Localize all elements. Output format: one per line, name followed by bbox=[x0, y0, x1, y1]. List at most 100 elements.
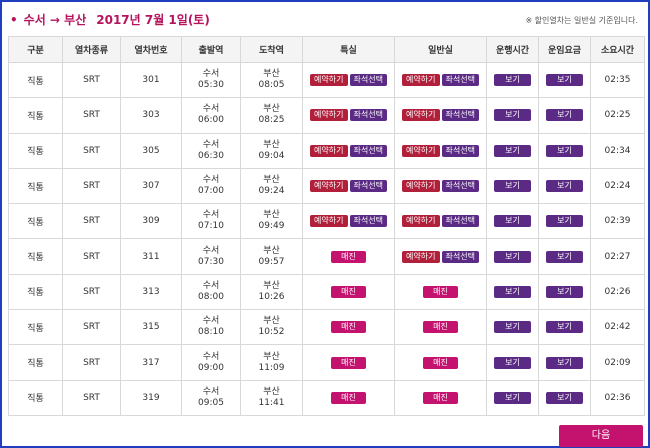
departure: 수서 09:00 bbox=[181, 344, 241, 381]
departure-time: 08:10 bbox=[198, 327, 224, 338]
train-number-cell: 303 bbox=[120, 97, 182, 134]
train-type-cell: SRT bbox=[62, 167, 121, 205]
arrival: 부산 09:49 bbox=[240, 203, 303, 240]
schedule-view-button[interactable]: 보기 bbox=[494, 180, 531, 193]
reserve-button[interactable]: 예약하기 bbox=[402, 215, 440, 228]
sold-out-badge: 매진 bbox=[331, 285, 366, 298]
reserve-button[interactable]: 예약하기 bbox=[310, 109, 348, 122]
reserve-button[interactable]: 예약하기 bbox=[402, 109, 440, 122]
reserve-button[interactable]: 예약하기 bbox=[402, 144, 440, 157]
seat-select-button[interactable]: 좌석선택 bbox=[441, 215, 479, 228]
column-header: 일반실 bbox=[394, 36, 487, 63]
first-class-cell: 예약하기 좌석선택 bbox=[302, 61, 395, 99]
sold-out-badge: 매진 bbox=[423, 356, 458, 369]
arrival: 부산 09:24 bbox=[240, 167, 303, 205]
train-number-cell: 319 bbox=[120, 379, 182, 416]
schedule-cell: 보기 bbox=[486, 132, 539, 169]
reserve-button[interactable]: 예약하기 bbox=[402, 74, 440, 87]
next-button[interactable]: 다음 bbox=[559, 425, 643, 447]
fare-view-button[interactable]: 보기 bbox=[546, 144, 583, 157]
train-type-cell: SRT bbox=[62, 203, 121, 240]
train-type-cell: SRT bbox=[62, 132, 121, 169]
schedule-view-button[interactable]: 보기 bbox=[494, 391, 531, 404]
sold-out-badge: 매진 bbox=[331, 321, 366, 334]
departure-time: 06:30 bbox=[198, 150, 224, 161]
column-header: 열차번호 bbox=[120, 36, 182, 63]
duration-cell: 02:26 bbox=[590, 273, 645, 311]
arrival-time: 11:41 bbox=[258, 397, 285, 408]
bullet-icon: • bbox=[10, 13, 18, 27]
fare-view-button[interactable]: 보기 bbox=[546, 250, 583, 263]
arrival: 부산 09:57 bbox=[240, 238, 303, 275]
header: • 수서 → 부산 2017년 7월 1일(토) ※ 할인열차는 일반실 기준입니다… bbox=[8, 8, 642, 32]
seat-select-button[interactable]: 좌석선택 bbox=[441, 180, 479, 193]
reserve-button[interactable]: 예약하기 bbox=[310, 74, 348, 87]
first-class-cell: 매진 bbox=[302, 344, 395, 381]
fare-view-button[interactable]: 보기 bbox=[546, 356, 583, 369]
departure-station: 수서 bbox=[202, 139, 220, 150]
reserve-button[interactable]: 예약하기 bbox=[310, 144, 348, 157]
seat-select-button[interactable]: 좌석선택 bbox=[441, 250, 479, 263]
reserve-button[interactable]: 예약하기 bbox=[402, 180, 440, 193]
fare-view-button[interactable]: 보기 bbox=[546, 391, 583, 404]
train-number-cell: 307 bbox=[120, 167, 182, 205]
arrival-time: 11:09 bbox=[258, 362, 285, 373]
category-cell: 직통 bbox=[8, 238, 63, 275]
fare-view-button[interactable]: 보기 bbox=[546, 321, 583, 334]
duration-cell: 02:39 bbox=[590, 203, 645, 240]
schedule-view-button[interactable]: 보기 bbox=[494, 109, 531, 122]
schedule-view-button[interactable]: 보기 bbox=[494, 144, 531, 157]
schedule-view-button[interactable]: 보기 bbox=[494, 321, 531, 334]
duration-cell: 02:36 bbox=[590, 379, 645, 416]
table-row: 직통 SRT 311 수서 07:30 부산 09:57 매진 예약하기 좌석선택 보기 보기 02:2… bbox=[8, 238, 645, 275]
schedule-view-button[interactable]: 보기 bbox=[494, 74, 531, 87]
departure: 수서 08:10 bbox=[181, 309, 241, 346]
sold-out-badge: 매진 bbox=[331, 356, 366, 369]
standard-class-cell: 예약하기 좌석선택 bbox=[394, 97, 487, 134]
category-cell: 직통 bbox=[8, 97, 63, 134]
arrival-time: 10:26 bbox=[258, 291, 285, 302]
schedule-view-button[interactable]: 보기 bbox=[494, 356, 531, 369]
duration-cell: 02:27 bbox=[590, 238, 645, 275]
standard-class-cell: 매진 bbox=[394, 379, 487, 416]
reserve-button[interactable]: 예약하기 bbox=[310, 215, 348, 228]
fare-cell: 보기 bbox=[538, 61, 591, 99]
arrival-time: 10:52 bbox=[258, 327, 285, 338]
arrival: 부산 08:25 bbox=[240, 97, 303, 134]
fare-view-button[interactable]: 보기 bbox=[546, 109, 583, 122]
seat-select-button[interactable]: 좌석선택 bbox=[349, 144, 387, 157]
schedule-cell: 보기 bbox=[486, 273, 539, 311]
fare-view-button[interactable]: 보기 bbox=[546, 285, 583, 298]
fare-view-button[interactable]: 보기 bbox=[546, 215, 583, 228]
seat-select-button[interactable]: 좌석선택 bbox=[349, 215, 387, 228]
first-class-cell: 예약하기 좌석선택 bbox=[302, 132, 395, 169]
category-cell: 직통 bbox=[8, 203, 63, 240]
fare-view-button[interactable]: 보기 bbox=[546, 180, 583, 193]
departure: 수서 09:05 bbox=[181, 379, 241, 416]
fare-view-button[interactable]: 보기 bbox=[546, 74, 583, 87]
travel-date: 2017년 7월 1일(토) bbox=[96, 13, 210, 27]
column-header: 도착역 bbox=[240, 36, 303, 63]
first-class-cell: 예약하기 좌석선택 bbox=[302, 203, 395, 240]
train-type-cell: SRT bbox=[62, 344, 121, 381]
column-header: 출발역 bbox=[181, 36, 241, 63]
seat-select-button[interactable]: 좌석선택 bbox=[349, 180, 387, 193]
arrival-station: 부산 bbox=[263, 175, 280, 186]
schedule-view-button[interactable]: 보기 bbox=[494, 250, 531, 263]
schedule-view-button[interactable]: 보기 bbox=[494, 285, 531, 298]
reserve-button[interactable]: 예약하기 bbox=[310, 180, 348, 193]
seat-select-button[interactable]: 좌석선택 bbox=[349, 74, 387, 87]
departure: 수서 06:00 bbox=[181, 97, 241, 134]
seat-select-button[interactable]: 좌석선택 bbox=[441, 74, 479, 87]
reserve-button[interactable]: 예약하기 bbox=[402, 250, 440, 263]
seat-select-button[interactable]: 좌석선택 bbox=[441, 144, 479, 157]
table-row: 직통 SRT 303 수서 06:00 부산 08:25 예약하기 좌석선택 예약하기 좌석선택 보기… bbox=[8, 97, 645, 134]
seat-select-button[interactable]: 좌석선택 bbox=[441, 109, 479, 122]
departure-time: 07:00 bbox=[198, 186, 224, 197]
column-header: 열차종류 bbox=[62, 36, 121, 63]
arrival-station: 부산 bbox=[263, 69, 280, 80]
departure-time: 09:05 bbox=[198, 397, 224, 408]
arrival-time: 08:25 bbox=[258, 115, 285, 126]
schedule-view-button[interactable]: 보기 bbox=[494, 215, 531, 228]
seat-select-button[interactable]: 좌석선택 bbox=[349, 109, 387, 122]
